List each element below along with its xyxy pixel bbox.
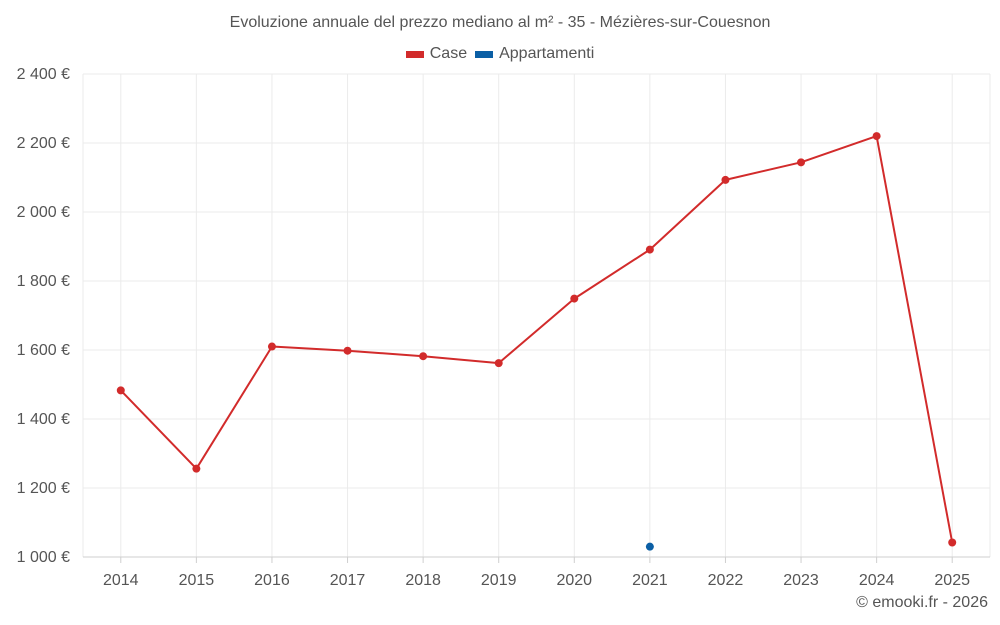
x-tick-label: 2017 [330,572,366,589]
data-point-case [948,538,957,547]
x-tick-label: 2023 [783,572,819,589]
y-tick-label: 1 800 € [17,273,70,290]
x-tick-label: 2016 [254,572,290,589]
y-tick-label: 2 400 € [17,66,70,83]
data-point-case [494,359,503,368]
data-point-case [343,346,352,355]
x-tick-label: 2021 [632,572,668,589]
x-tick-label: 2014 [103,572,139,589]
y-tick-label: 1 400 € [17,411,70,428]
copyright-credit: © emooki.fr - 2026 [856,594,988,611]
data-point-case [872,132,881,141]
chart-title: Evoluzione annuale del prezzo mediano al… [229,14,771,31]
series-line-case [120,135,954,543]
x-tick-label: 2019 [481,572,517,589]
x-tick-label: 2018 [405,572,441,589]
legend-swatch-appartamenti [475,50,494,58]
x-tick-label: 2024 [859,572,895,589]
data-point-case [116,386,125,395]
y-tick-label: 2 000 € [17,204,70,221]
legend-item-appartamenti[interactable]: Appartamenti [475,45,594,63]
x-tick-label: 2022 [708,572,744,589]
legend-label-case: Case [429,45,468,62]
legend-label-appartamenti: Appartamenti [499,45,595,62]
data-point-case [797,158,806,167]
y-tick-label: 1 600 € [17,342,70,359]
data-point-case [570,294,579,303]
y-tick-label: 1 000 € [17,549,70,566]
axis-layer: 1 000 € 1 200 € 1 400 € 1 600 € 1 800 € 2 000… [17,66,990,589]
series-layer [116,132,957,551]
x-tick-label: 2025 [934,572,970,589]
legend-swatch-case [405,50,424,58]
data-point-case [267,342,276,351]
y-tick-label: 1 200 € [17,480,70,497]
data-point-case [192,464,201,473]
x-tick-label: 2015 [179,572,215,589]
data-point-case [645,245,654,254]
chart-legend: Case Appartamenti [0,45,1000,63]
data-point-appartamenti [645,542,654,551]
data-point-case [419,352,428,361]
legend-item-case[interactable]: Case [405,45,468,63]
data-point-case [721,175,730,184]
y-tick-label: 2 200 € [17,135,70,152]
grid-layer [82,73,991,557]
x-tick-label: 2020 [556,572,592,589]
